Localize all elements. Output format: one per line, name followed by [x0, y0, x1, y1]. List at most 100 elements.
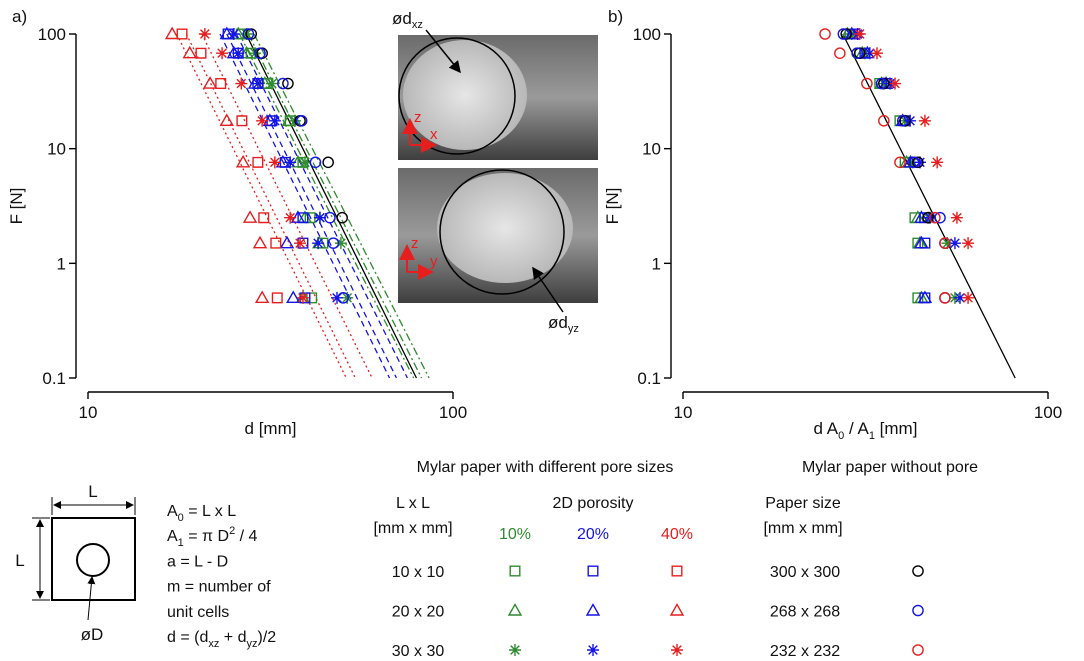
marker-star	[931, 156, 944, 169]
photo-label: ødxz	[392, 9, 423, 31]
marker-star	[296, 291, 309, 304]
marker-circle	[851, 47, 863, 60]
marker-circle	[277, 77, 289, 90]
fit-circle	[398, 37, 516, 155]
marker-triangle	[917, 290, 933, 304]
y-tick-label: 100	[633, 25, 661, 44]
marker-triangle	[507, 603, 523, 616]
label-main: ød	[548, 313, 568, 332]
marker-circle	[837, 28, 850, 40]
marker-triangle	[164, 26, 180, 40]
y-tick-label: 1	[652, 254, 661, 273]
marker-square	[252, 156, 264, 168]
marker-circle	[939, 237, 951, 249]
marker-star	[962, 237, 975, 250]
row-label: 268 x 268	[770, 604, 840, 621]
x-tick-label: 10	[674, 403, 693, 422]
dim-label: L	[88, 482, 97, 501]
fit-line	[219, 33, 391, 379]
marker-square	[509, 565, 521, 577]
marker-triangle	[914, 210, 929, 223]
fit-line	[245, 33, 418, 379]
marker-square	[587, 565, 599, 577]
marker-star	[918, 114, 931, 127]
fit-circle	[439, 169, 565, 295]
marker-star	[294, 237, 307, 250]
marker-star	[235, 77, 248, 90]
marker-circle	[336, 211, 348, 224]
marker-star	[227, 28, 240, 40]
marker-circle	[840, 28, 853, 40]
y-tick-label: 0.1	[42, 369, 66, 388]
marker-star	[312, 237, 325, 250]
text-part: xz	[208, 638, 219, 650]
marker-circle	[295, 114, 308, 127]
fit-line	[201, 33, 373, 379]
marker-square	[304, 212, 316, 224]
row-label: 20 x 20	[392, 604, 445, 621]
arrow	[532, 266, 564, 313]
marker-circle	[861, 77, 873, 90]
column-header: Paper size	[765, 495, 841, 512]
fit-line	[253, 33, 430, 379]
marker-star	[268, 114, 281, 127]
marker-circle	[322, 156, 334, 169]
text-part: d = (d	[167, 629, 208, 646]
marker-triangle	[202, 76, 218, 89]
fit-line	[235, 33, 408, 379]
marker-circle	[324, 211, 336, 224]
label-main: ød	[392, 9, 412, 28]
marker-triangle	[219, 113, 234, 126]
marker-star	[877, 77, 890, 90]
text-part: 0	[178, 512, 184, 524]
text-part: 1	[869, 430, 875, 442]
marker-star	[341, 291, 354, 304]
marker-star	[853, 28, 866, 40]
y-axis-label: F [N]	[603, 188, 622, 225]
marker-circle	[327, 237, 340, 249]
marker-square	[297, 212, 309, 224]
marker-star	[265, 77, 278, 90]
marker-triangle	[242, 210, 258, 223]
x-axis-label: d [mm]	[245, 419, 297, 438]
axis-label: x	[430, 126, 438, 143]
row-label: 30 x 30	[392, 643, 445, 660]
text-part: / 4	[235, 528, 257, 545]
marker-circle	[912, 604, 924, 617]
marker-star	[509, 644, 521, 656]
text-part: d A	[814, 419, 839, 438]
marker-square	[215, 78, 227, 90]
marker-star	[870, 47, 883, 60]
porosity-label: 20%	[577, 526, 609, 543]
photo-bottom: ødyz z y	[398, 168, 598, 335]
marker-square	[245, 47, 257, 59]
marker-star	[284, 156, 297, 169]
y-tick-label: 10	[642, 140, 661, 159]
schematic: L L øD	[15, 482, 136, 644]
column-header: 2D porosity	[553, 495, 634, 512]
x-axis-label: d A0 / A1 [mm]	[814, 419, 918, 442]
marker-star	[198, 28, 211, 40]
axis-label: z	[411, 235, 419, 252]
marker-triangle	[254, 290, 270, 304]
porosity-label: 40%	[661, 526, 693, 543]
x-tick-label: 10	[79, 403, 98, 422]
marker-square	[236, 115, 248, 127]
marker-triangle	[286, 290, 301, 304]
marker-circle	[912, 644, 924, 656]
y-axis-label: F [N]	[7, 188, 26, 225]
marker-circle	[878, 114, 890, 127]
marker-star	[962, 291, 975, 304]
fit-line	[185, 33, 356, 379]
marker-star	[587, 644, 599, 656]
marker-star	[313, 211, 326, 224]
marker-triangle	[257, 76, 272, 89]
marker-star	[889, 77, 902, 90]
row-label: 10 x 10	[392, 564, 445, 581]
marker-square	[252, 78, 264, 90]
marker-triangle	[235, 154, 251, 168]
marker-circle	[254, 47, 266, 60]
unit-cell	[51, 517, 136, 601]
marker-star	[671, 644, 683, 656]
marker-triangle	[290, 210, 306, 223]
